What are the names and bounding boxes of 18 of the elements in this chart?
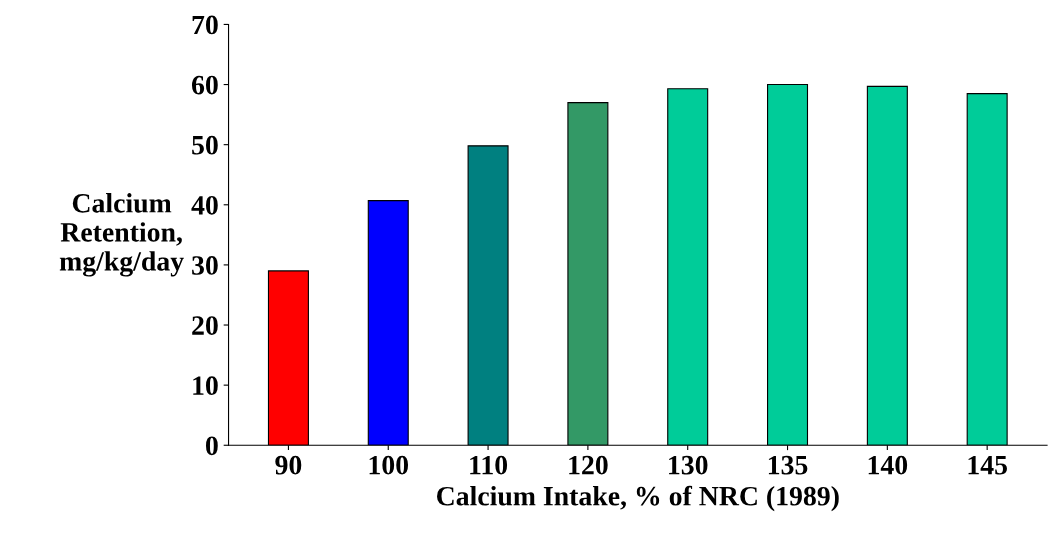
x-tick-label: 130 — [669, 455, 708, 475]
x-tick-label: 135 — [768, 455, 808, 475]
x-tick-label: 90 — [275, 455, 302, 475]
x-tick-label: 110 — [470, 455, 508, 475]
y-tick-label: 30 — [192, 256, 218, 275]
y-tick-label: 50 — [192, 135, 218, 155]
y-tick-label: 40 — [191, 195, 218, 215]
x-axis-title: Calcium Intake, % of NRC (1989) — [437, 485, 839, 512]
y-tick-label: 0 — [205, 436, 218, 456]
x-tick-label: 120 — [569, 455, 608, 475]
y-tick-label: 60 — [192, 75, 218, 95]
x-tick-label: 145 — [968, 455, 1007, 475]
x-tick-label: 140 — [868, 455, 908, 475]
y-tick-label: 10 — [193, 376, 218, 396]
x-tick-label: 100 — [369, 455, 409, 475]
y-tick-label: 20 — [192, 316, 218, 335]
y-axis-title: Calcium Retention, mg/kg/day — [59, 193, 184, 277]
y-tick-label: 70 — [192, 15, 218, 35]
